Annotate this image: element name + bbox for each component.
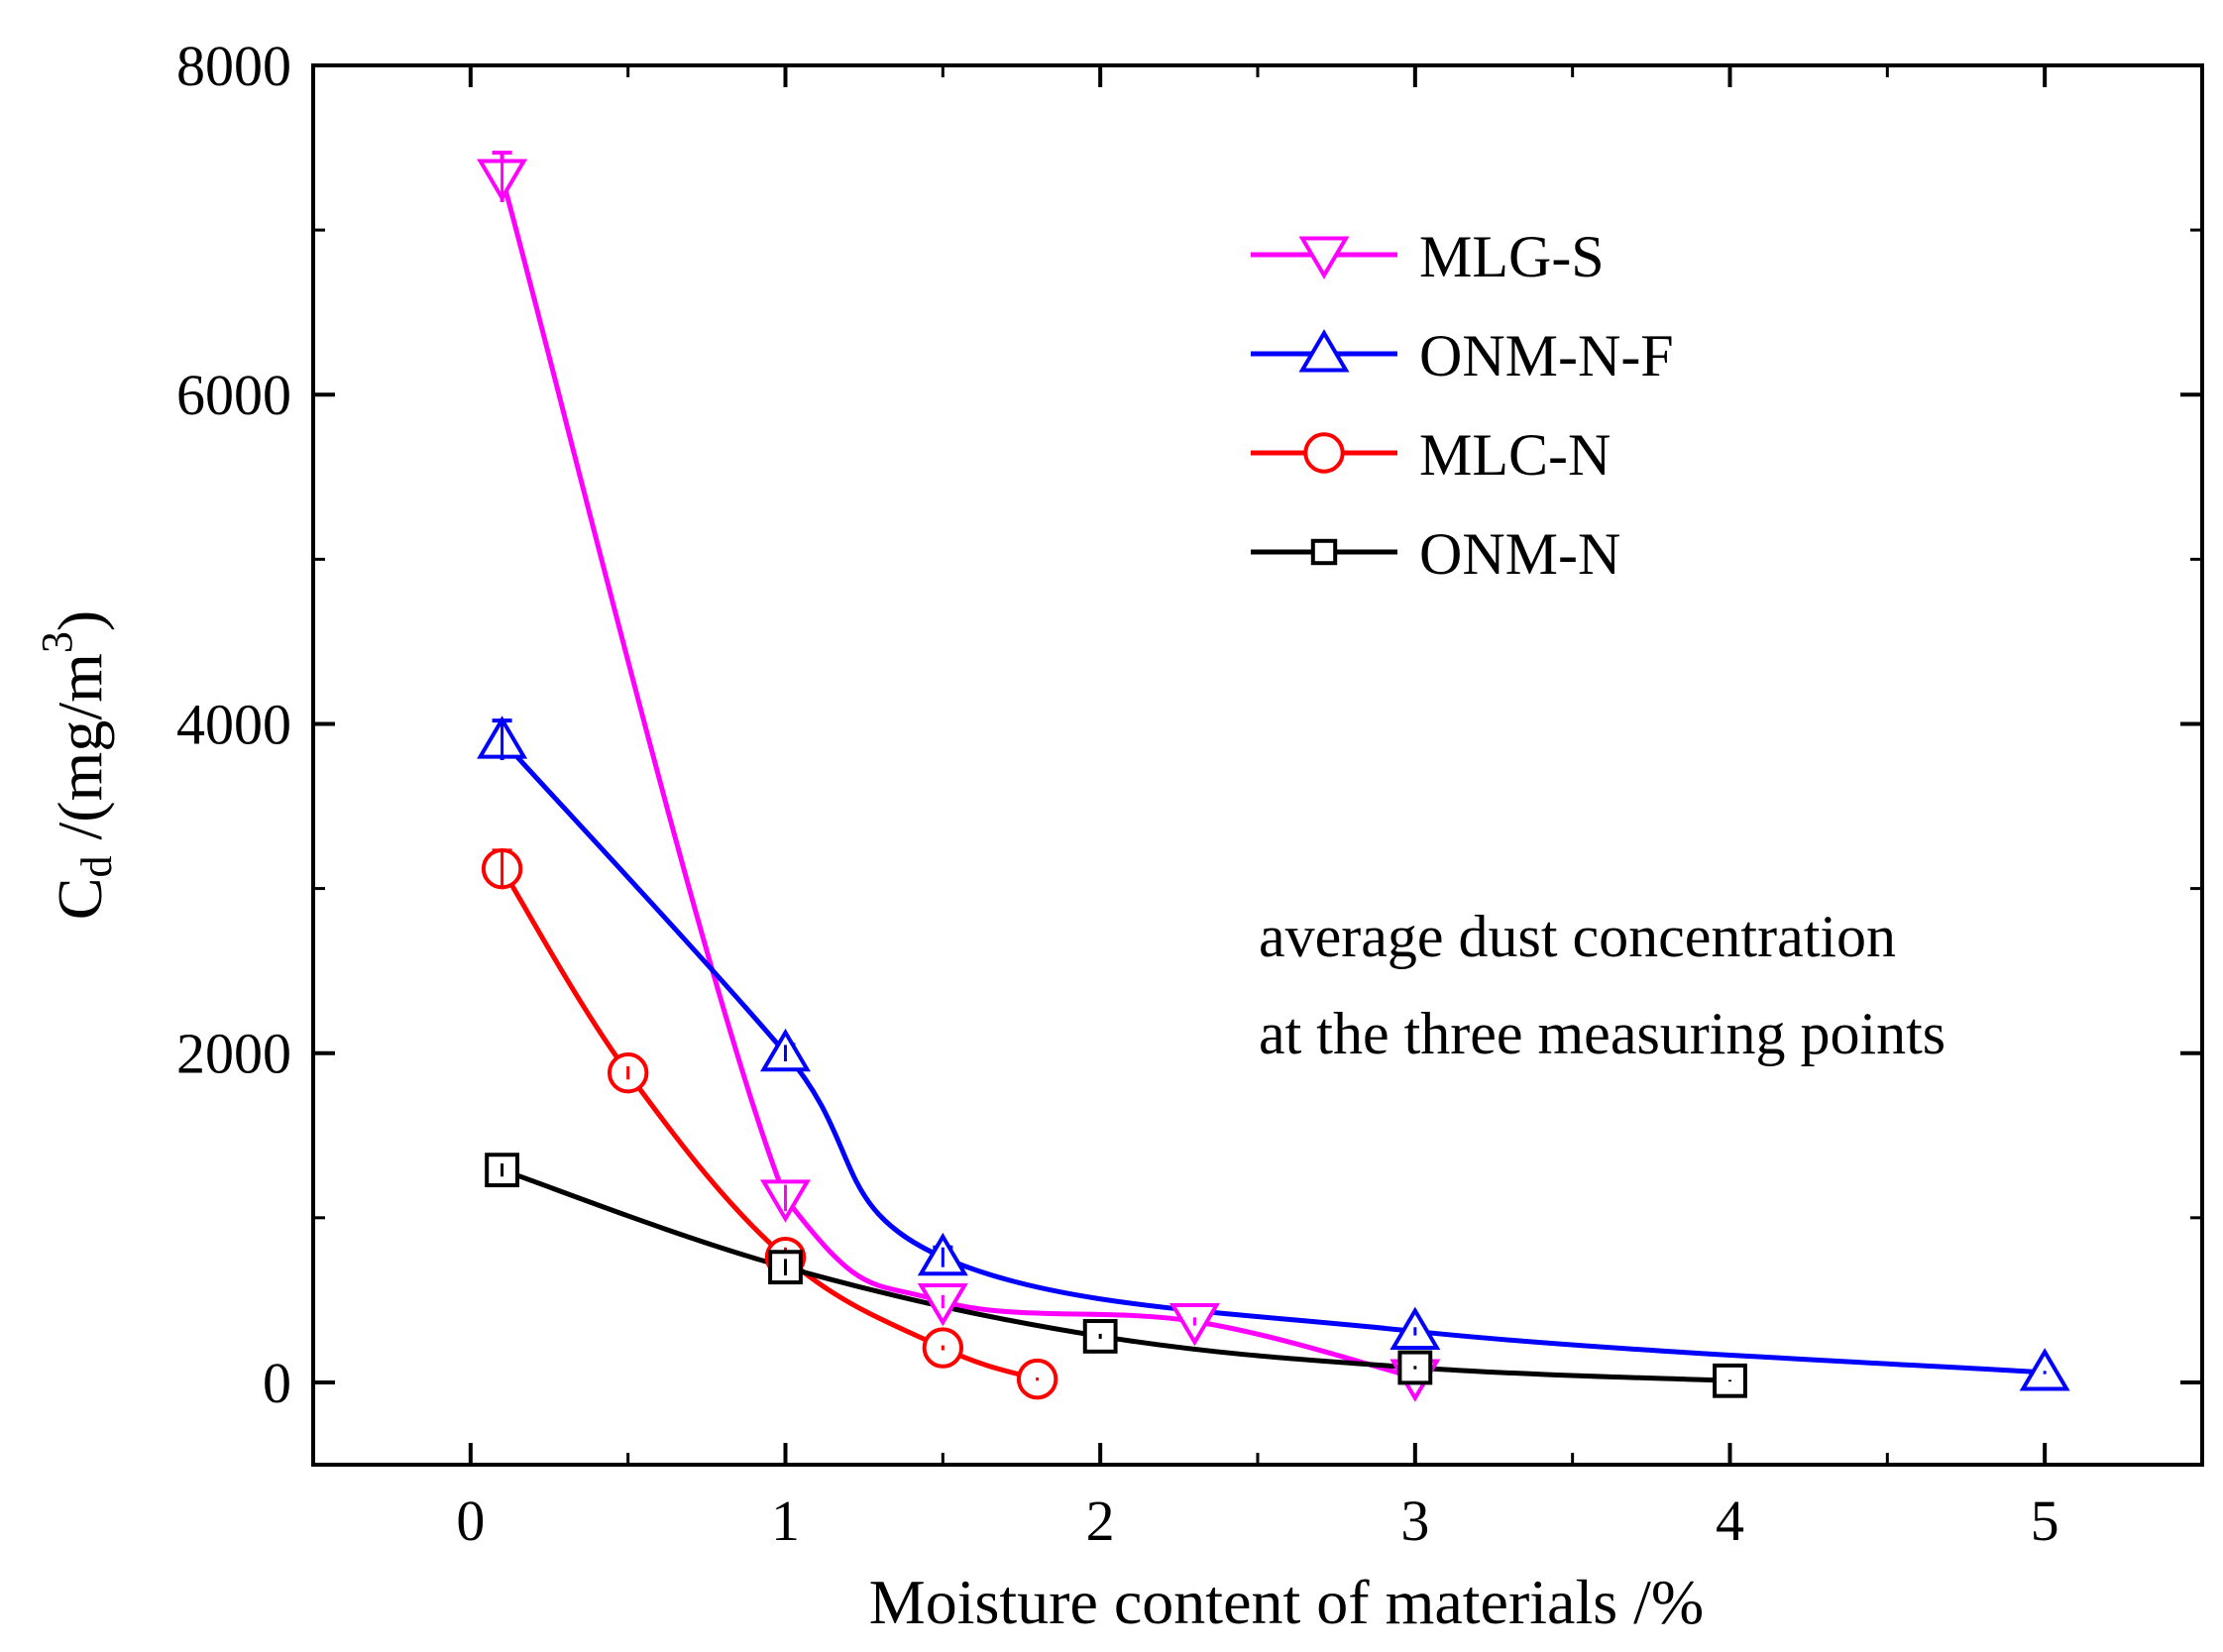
- x-axis-label: Moisture content of materials /%: [869, 1567, 1704, 1637]
- series-curves: [500, 176, 2046, 1383]
- y-tick-label: 6000: [176, 363, 291, 427]
- x-tick-label: 3: [1400, 1488, 1429, 1553]
- legend-marker-mlc-n: [1303, 432, 1345, 474]
- legend-label-onm-n: ONM-N: [1419, 521, 1620, 587]
- point-onm-n-f: [2019, 1348, 2070, 1391]
- y-axis-label-main: C: [45, 878, 115, 921]
- axis-ticks: 0 1 2 3 4 5 0 2000 4000 6000 8000: [176, 34, 2202, 1553]
- y-axis-label-unit-close: ): [45, 610, 115, 631]
- x-tick-label: 1: [771, 1488, 800, 1553]
- annotation-line-1: average dust concentration: [1259, 904, 1896, 969]
- plot-frame: [311, 63, 2204, 1467]
- y-axis-label-subscript: d: [72, 856, 121, 878]
- x-tick-label: 2: [1086, 1488, 1115, 1553]
- legend-label-onm-n-f: ONM-N-F: [1419, 323, 1674, 388]
- y-tick-label: 2000: [176, 1022, 291, 1086]
- y-axis-label-superscript: 3: [33, 631, 81, 653]
- legend-label-mlg-s: MLG-S: [1419, 224, 1605, 289]
- y-tick-label: 8000: [176, 34, 291, 98]
- series-line-onm-n-f: [500, 738, 2046, 1376]
- legend-marker-onm-n: [1310, 538, 1338, 566]
- annotation-line-2: at the three measuring points: [1259, 1001, 1945, 1066]
- y-axis-label-unit: /(mg/m: [45, 653, 115, 855]
- x-tick-label: 5: [2031, 1488, 2059, 1553]
- legend: MLG-S ONM-N-F MLC-N ONM-N: [1251, 224, 1674, 587]
- y-tick-label: 4000: [176, 692, 291, 756]
- series-line-mlg-s: [500, 176, 1416, 1380]
- x-tick-label: 4: [1716, 1488, 1744, 1553]
- x-tick-label: 0: [456, 1488, 485, 1553]
- y-tick-label: 0: [263, 1351, 291, 1415]
- series-markers: [477, 151, 2070, 1402]
- y-axis-label: Cd /(mg/m3): [33, 610, 121, 920]
- legend-label-mlc-n: MLC-N: [1419, 422, 1611, 488]
- legend-marker-mlg-s: [1298, 236, 1350, 279]
- legend-marker-onm-n-f: [1298, 329, 1350, 373]
